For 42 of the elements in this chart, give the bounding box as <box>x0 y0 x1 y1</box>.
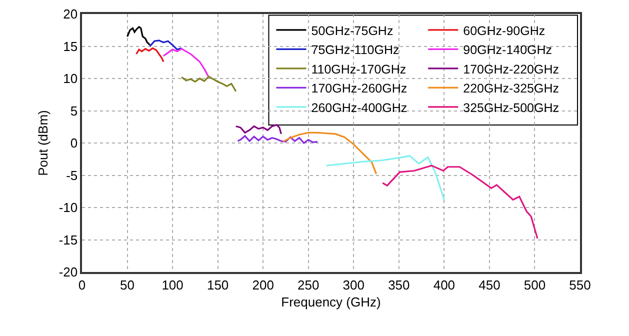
legend-label: 220GHz-325GHz <box>463 82 560 96</box>
x-tick-label: 450 <box>478 277 500 292</box>
x-axis-title: Frequency (GHz) <box>281 294 381 310</box>
y-tick-label: -15 <box>58 232 78 248</box>
line-series <box>126 26 151 46</box>
line-series <box>235 124 282 135</box>
y-axis-title: Pout (dBm) <box>35 110 50 176</box>
legend-label: 60GHz-90GHz <box>463 24 546 38</box>
x-tick-label: 550 <box>569 277 591 292</box>
line-series <box>282 132 378 175</box>
x-tick-label: 250 <box>298 277 320 292</box>
y-tick-label: 0 <box>70 136 78 151</box>
line-series <box>326 155 445 201</box>
x-tick-label: 500 <box>524 277 546 292</box>
legend-label: 75GHz-110GHz <box>311 43 400 58</box>
legend-label: 110GHz-170GHz <box>311 62 406 76</box>
legend-label: 50GHz-75GHz <box>311 24 394 38</box>
legend-label: 90GHz-140GHz <box>463 43 552 58</box>
x-tick-label: 100 <box>162 277 184 292</box>
x-tick-label: 400 <box>433 277 456 292</box>
y-tick-label: 10 <box>63 71 78 86</box>
y-tick-label: 15 <box>63 38 78 54</box>
line-series <box>149 40 182 50</box>
legend-label: 170GHz-260GHz <box>311 82 408 96</box>
x-tick-label: 50 <box>120 277 135 292</box>
y-tick-label: 20 <box>63 6 78 22</box>
x-tick-label: 300 <box>342 277 364 292</box>
x-tick-label: 200 <box>252 277 274 292</box>
line-series <box>382 164 538 240</box>
line-series <box>162 48 210 78</box>
line-series <box>180 76 237 92</box>
y-tick-label: -20 <box>58 264 78 280</box>
line-series <box>136 47 164 63</box>
line-series <box>236 135 318 144</box>
legend-label: 325GHz-500GHz <box>463 100 560 115</box>
legend-label: 260GHz-400GHz <box>311 100 408 115</box>
y-tick-label: -10 <box>58 200 78 216</box>
legend-label: 170GHz-220GHz <box>463 62 560 76</box>
x-tick-label: 150 <box>206 277 229 292</box>
y-tick-label: -5 <box>66 168 78 183</box>
y-tick-label: 5 <box>70 103 78 118</box>
x-tick-label: 350 <box>388 277 410 292</box>
